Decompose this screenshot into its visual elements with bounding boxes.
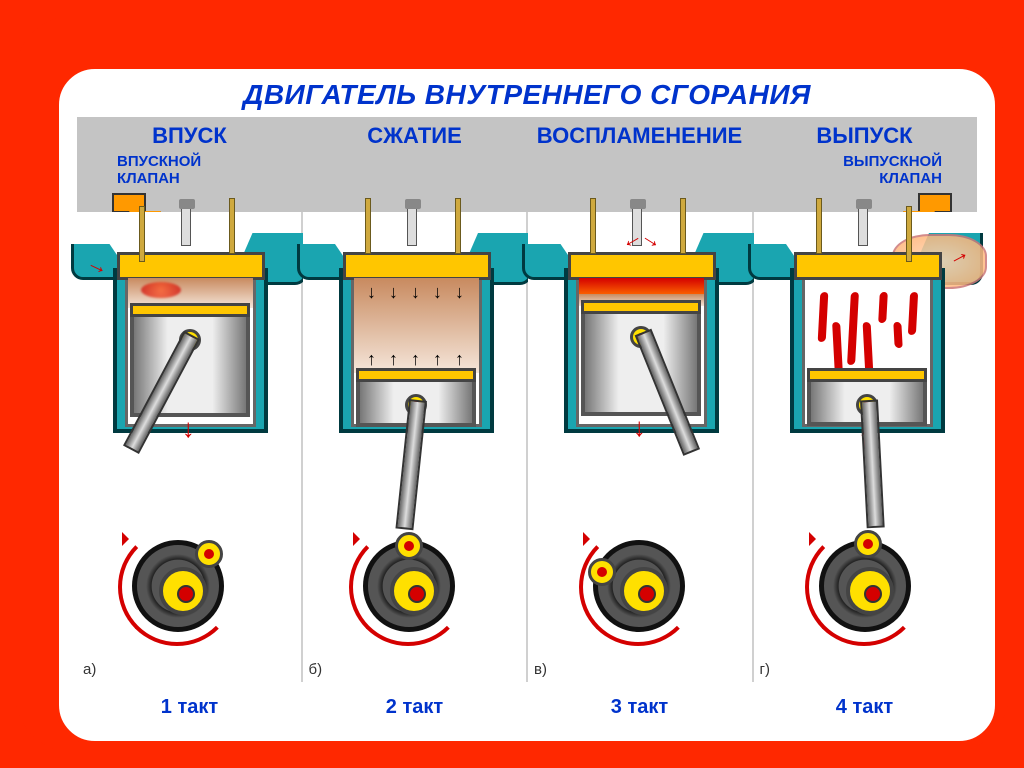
cell-letter: б) [309,661,323,678]
compress-arrows-up: ↑↑↑↑↑ [361,349,471,370]
rotation-arrow [349,528,467,646]
cell-letter: г) [760,661,770,678]
rotation-arrow [805,528,923,646]
piston-rings [807,368,927,382]
spark-plug [407,206,417,246]
takt-3-label: 3 такт [527,682,752,719]
exhaust-valve-stem [906,206,912,262]
phase-label-ignition: ВОСПЛАМЕНЕНИЕ [527,123,752,149]
cylinder-head [343,252,491,280]
compress-arrows-down: ↓↓↓↓↓ [361,282,471,303]
intake-valve-stem [816,198,822,254]
diagram-panel: ДВИГАТЕЛЬ ВНУТРЕННЕГО СГОРАНИЯ ВПУСК СЖА… [55,65,999,745]
takt-4-label: 4 такт [752,682,977,719]
rotation-arrow [579,528,697,646]
intake-valve-stem [365,198,371,254]
exhaust-valve-stem [455,198,461,254]
intake-swirl [141,282,181,298]
intake-valve-stem [590,198,596,254]
phase-label-compression: СЖАТИЕ [302,123,527,149]
cell-letter: а) [83,661,96,678]
intake-valve-label: ВПУСКНОЙКЛАПАН [117,153,201,188]
takt-1-label: 1 такт [77,682,302,719]
piston [581,304,701,416]
piston-rings [130,303,250,317]
engine-cell-3: ↓↓ ↓ в) [528,212,754,682]
exhaust-valve-stem [229,198,235,254]
diagram-row: → ↓ а)↓↓↓↓↓↑↑↑↑↑ ↑ б)↓↓ ↓ в)→ ↑ г) [77,212,977,682]
phase-label-exhaust: ВЫПУСК [752,123,977,149]
takt-2-label: 2 такт [302,682,527,719]
exhaust-valve-stem [680,198,686,254]
rotation-arrow [118,528,236,646]
cylinder-head [568,252,716,280]
phase-header-bar: ВПУСК СЖАТИЕ ВОСПЛАМЕНЕНИЕ ВЫПУСК ВПУСКН… [77,117,977,212]
spark-plug [858,206,868,246]
piston-rings [356,368,476,382]
takt-labels-row: 1 такт 2 такт 3 такт 4 такт [77,682,977,719]
phase-label-intake: ВПУСК [77,123,302,149]
intake-valve-stem [139,206,145,262]
exhaust-valve-label: ВЫПУСКНОЙКЛАПАН [843,153,942,188]
piston-rings [581,300,701,314]
spark-plug [181,206,191,246]
cylinder-head [794,252,942,280]
engine-cell-1: → ↓ а) [77,212,303,682]
main-title: ДВИГАТЕЛЬ ВНУТРЕННЕГО СГОРАНИЯ [59,69,995,117]
cell-letter: в) [534,661,547,678]
engine-cell-2: ↓↓↓↓↓↑↑↑↑↑ ↑ б) [303,212,529,682]
engine-cell-4: → ↑ г) [754,212,978,682]
outer-frame: ДВИГАТЕЛЬ ВНУТРЕННЕГО СГОРАНИЯ ВПУСК СЖА… [15,15,1009,753]
phase-labels-row: ВПУСК СЖАТИЕ ВОСПЛАМЕНЕНИЕ ВЫПУСК [77,123,977,149]
